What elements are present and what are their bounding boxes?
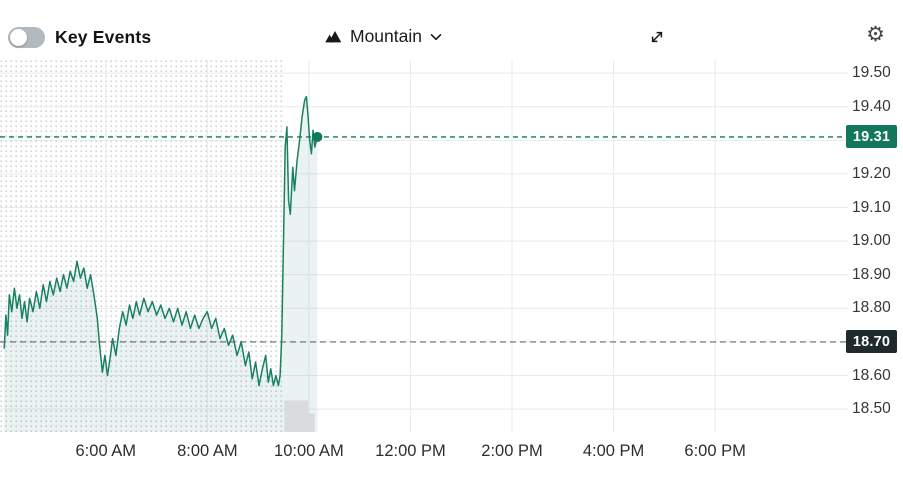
chevron-down-icon <box>430 33 442 40</box>
gear-icon: ⚙ <box>866 23 885 46</box>
mountain-icon <box>325 31 342 43</box>
current-price-badge: 19.31 <box>846 125 897 149</box>
x-tick-label: 6:00 AM <box>75 442 137 460</box>
y-tick-label: 19.00 <box>852 232 891 250</box>
y-tick-label: 19.50 <box>852 64 891 82</box>
key-events-label: Key Events <box>55 27 152 47</box>
y-tick-label: 18.90 <box>852 265 891 283</box>
y-tick-label: 18.50 <box>852 400 891 418</box>
y-tick-label: 19.40 <box>852 97 891 115</box>
chart-toolbar: Key Events Mountain ⚙ <box>0 0 903 60</box>
y-tick-label: 18.60 <box>852 366 891 384</box>
x-tick-label: 6:00 PM <box>684 442 746 460</box>
y-tick-label: 19.20 <box>852 164 891 182</box>
x-tick-label: 4:00 PM <box>582 442 645 460</box>
x-axis: 6:00 AM 8:00 AM 10:00 AM 12:00 PM 2:00 PM 4:0… <box>0 432 848 480</box>
price-line <box>3 95 319 387</box>
previous-close-badge: 18.70 <box>846 330 897 354</box>
chart-style-dropdown[interactable]: Mountain <box>324 26 442 47</box>
chart-style-label: Mountain <box>350 26 422 46</box>
current-price-dot <box>312 131 323 142</box>
volume-bar <box>308 413 315 432</box>
toggle-knob <box>10 29 27 46</box>
key-events-control: Key Events <box>8 27 151 48</box>
price-chart-canvas[interactable] <box>0 60 848 432</box>
x-tick-label: 10:00 AM <box>274 442 344 460</box>
x-tick-label: 8:00 AM <box>177 442 238 460</box>
expand-icon <box>651 31 663 43</box>
expand-button[interactable] <box>644 24 670 50</box>
volume-bar <box>284 400 309 432</box>
y-tick-label: 18.80 <box>852 299 891 317</box>
price-area-fill <box>4 96 318 432</box>
premarket-session-shading <box>0 60 284 432</box>
key-events-toggle[interactable] <box>8 27 45 48</box>
x-tick-label: 2:00 PM <box>481 442 543 460</box>
chart-area[interactable]: 19.50 19.40 19.20 19.10 19.00 18.90 18.80 18.60… <box>0 60 903 481</box>
x-tick-label: 12:00 PM <box>375 442 446 460</box>
settings-button[interactable]: ⚙ <box>862 20 889 49</box>
y-tick-label: 19.10 <box>852 198 891 216</box>
